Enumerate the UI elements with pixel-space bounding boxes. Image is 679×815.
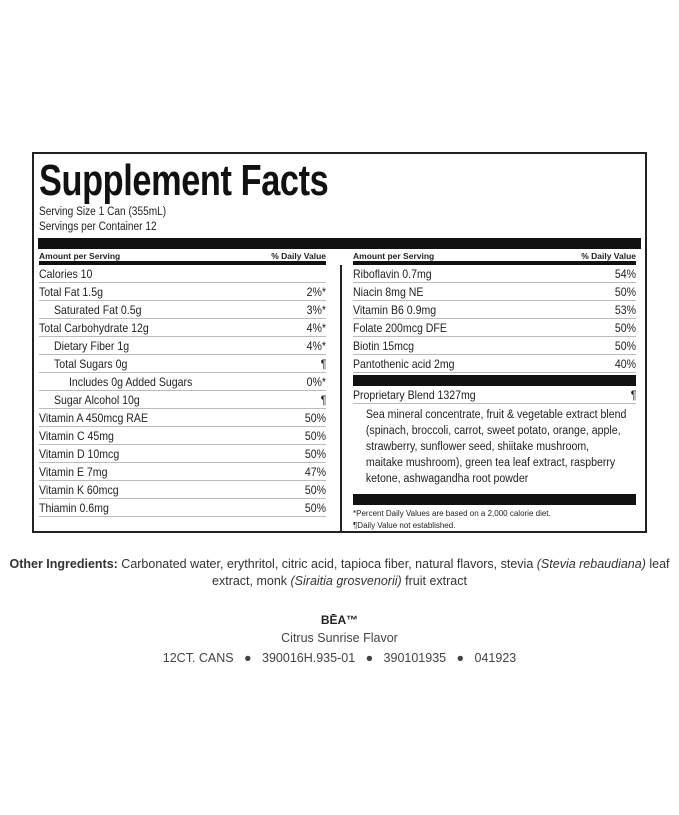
nutrient-label: Thiamin 0.6mg (39, 500, 109, 515)
text: (Siraitia grosvenorii) (290, 574, 402, 588)
dv-header: % Daily Value (271, 250, 326, 261)
nutrient-label: Vitamin B6 0.9mg (353, 302, 437, 317)
column-header: Amount per Serving % Daily Value (353, 250, 636, 265)
nutrient-label: Vitamin K 60mcg (39, 482, 119, 497)
nutrient-row: Includes 0g Added Sugars 0%* (39, 373, 326, 391)
nutrient-dv: 53% (614, 302, 636, 317)
nutrient-label: Biotin 15mcg (353, 338, 415, 353)
divider-bar (38, 238, 641, 249)
nutrient-row: Vitamin B6 0.9mg 53% (353, 301, 636, 319)
nutrient-row: Vitamin D 10mcg 50% (39, 445, 326, 463)
nutrient-label: Calories 10 (39, 266, 93, 281)
nutrient-label: Vitamin A 450mcg RAE (39, 410, 148, 425)
nutrient-label: Pantothenic acid 2mg (353, 356, 455, 371)
nutrient-row: Pantothenic acid 2mg 40% (353, 355, 636, 373)
nutrient-dv: ¶ (320, 392, 326, 407)
brand: BĒA™ (320, 613, 359, 627)
other-ingredients-label: Other Ingredients: (9, 557, 118, 571)
column-header: Amount per Serving % Daily Value (39, 250, 326, 265)
nutrient-label: Total Fat 1.5g (39, 284, 103, 299)
amount-header: Amount per Serving (39, 250, 121, 261)
text: leaf extract, monk (212, 557, 670, 588)
nutrient-label: Folate 200mcg DFE (353, 320, 447, 335)
nutrient-row: Total Fat 1.5g 2%* (39, 283, 326, 301)
divider-bar (353, 375, 636, 386)
nutrient-row: Riboflavin 0.7mg 54% (353, 265, 636, 283)
divider-bar (353, 494, 636, 505)
nutrient-row: Saturated Fat 0.5g 3%* (39, 301, 326, 319)
nutrient-row: Niacin 8mg NE 50% (353, 283, 636, 301)
text: fruit extract (401, 574, 467, 588)
nutrient-row: Total Sugars 0g ¶ (39, 355, 326, 373)
nutrient-dv: 47% (304, 464, 326, 479)
nutrient-dv: 50% (304, 500, 326, 515)
dv-header: % Daily Value (581, 250, 636, 261)
nutrient-dv: 50% (304, 428, 326, 443)
code: 390016H.935-01 (262, 651, 356, 665)
code: 390101935 (383, 651, 447, 665)
right-column: Amount per Serving % Daily Value Riboflav… (353, 250, 636, 532)
servings-per-container: Servings per Container 12 (39, 221, 157, 233)
nutrient-label: Riboflavin 0.7mg (353, 266, 432, 281)
supplement-facts-panel: Supplement Facts Serving Size 1 Can (355… (32, 152, 647, 533)
footnote: ¶Daily Value not established. (353, 521, 456, 530)
amount-header: Amount per Serving (353, 250, 435, 261)
nutrient-dv: 0%* (306, 374, 326, 389)
nutrient-dv: 50% (614, 284, 636, 299)
footnotes: *Percent Daily Values are based on a 2,0… (353, 505, 636, 532)
nutrient-dv: ¶ (320, 356, 326, 371)
nutrient-dv: 50% (304, 410, 326, 425)
code: 041923 (474, 651, 517, 665)
nutrient-row: Calories 10 (39, 265, 326, 283)
footnote: *Percent Daily Values are based on a 2,0… (353, 509, 551, 518)
nutrient-label: Total Sugars 0g (54, 356, 128, 371)
nutrient-row: Dietary Fiber 1g 4%* (39, 337, 326, 355)
nutrient-label: Sugar Alcohol 10g (54, 392, 140, 407)
nutrient-label: Total Carbohydrate 12g (39, 320, 149, 335)
product-codes: 12CT. CANS ● 390016H.935-01 ● 390101935 … (162, 651, 517, 665)
text: Carbonated water, erythritol, citric aci… (117, 557, 537, 571)
flavor: Citrus Sunrise Flavor (281, 631, 398, 645)
nutrient-row: Sugar Alcohol 10g ¶ (39, 391, 326, 409)
nutrient-dv: 40% (614, 356, 636, 371)
code: 12CT. CANS (162, 651, 234, 665)
nutrient-dv: 2%* (306, 284, 326, 299)
blend-dv: ¶ (630, 387, 636, 402)
serving-size: Serving Size 1 Can (355mL) (39, 206, 167, 218)
nutrient-row: Proprietary Blend 1327mg ¶ (353, 386, 636, 404)
nutrient-dv: 4%* (306, 320, 326, 335)
nutrient-dv: 54% (614, 266, 636, 281)
other-ingredients: Other Ingredients: Carbonated water, ery… (0, 556, 679, 590)
nutrient-label: Saturated Fat 0.5g (54, 302, 142, 317)
nutrient-label: Dietary Fiber 1g (54, 338, 130, 353)
column-divider (340, 265, 342, 533)
nutrient-label: Niacin 8mg NE (353, 284, 424, 299)
nutrient-label: Vitamin E 7mg (39, 464, 108, 479)
panel-title: Supplement Facts (39, 156, 329, 205)
nutrient-row: Thiamin 0.6mg 50% (39, 499, 326, 517)
nutrient-row: Total Carbohydrate 12g 4%* (39, 319, 326, 337)
blend-ingredients: Sea mineral concentrate, fruit & vegetab… (365, 409, 627, 485)
left-column: Amount per Serving % Daily Value Calories… (39, 250, 326, 517)
nutrient-dv: 50% (614, 338, 636, 353)
nutrient-label: Vitamin C 45mg (39, 428, 114, 443)
nutrient-row: Vitamin K 60mcg 50% (39, 481, 326, 499)
nutrient-row: Vitamin A 450mcg RAE 50% (39, 409, 326, 427)
text: (Stevia rebaudiana) (536, 557, 646, 571)
nutrient-dv: 3%* (306, 302, 326, 317)
nutrient-dv: 50% (304, 446, 326, 461)
nutrient-label: Vitamin D 10mcg (39, 446, 120, 461)
nutrient-row: Vitamin E 7mg 47% (39, 463, 326, 481)
nutrient-row: Folate 200mcg DFE 50% (353, 319, 636, 337)
nutrient-dv: 4%* (306, 338, 326, 353)
nutrient-label: Includes 0g Added Sugars (69, 374, 193, 389)
nutrient-row: Vitamin C 45mg 50% (39, 427, 326, 445)
blend-label: Proprietary Blend 1327mg (353, 387, 476, 402)
nutrient-dv: 50% (614, 320, 636, 335)
nutrient-row: Biotin 15mcg 50% (353, 337, 636, 355)
nutrient-dv: 50% (304, 482, 326, 497)
